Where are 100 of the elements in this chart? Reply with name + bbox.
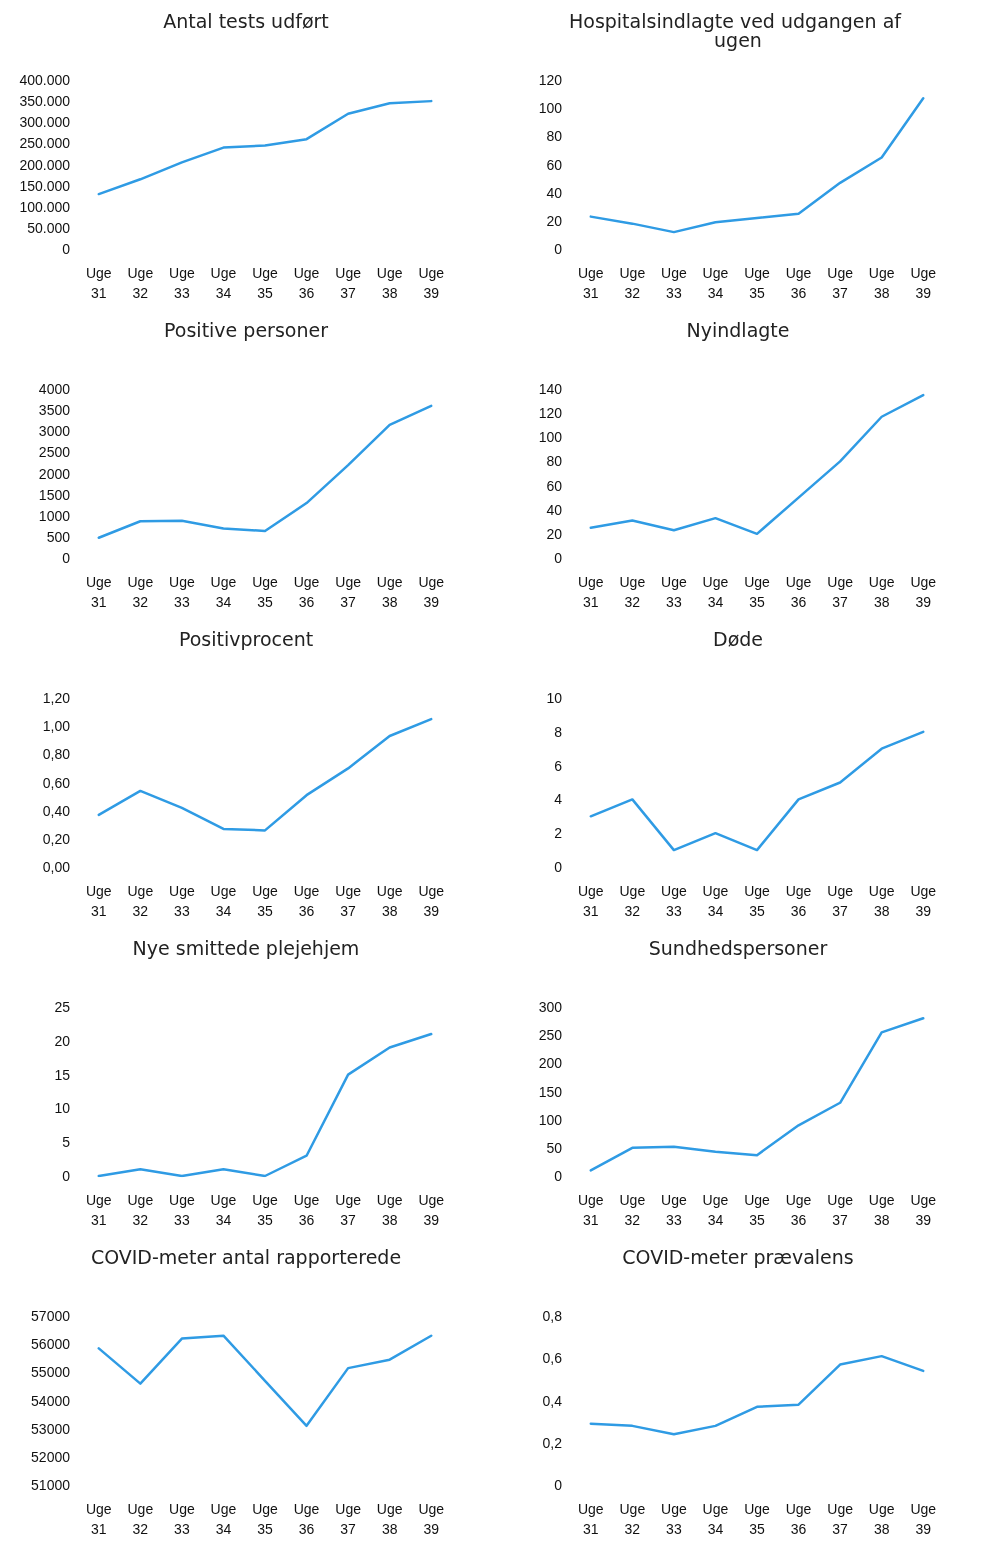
x-tick-label: Uge 33 — [661, 265, 687, 301]
line-series — [97, 404, 433, 539]
x-tick-label: Uge 31 — [85, 265, 112, 301]
x-tick-label: Uge 33 — [169, 883, 195, 919]
x-tick-label: Uge 33 — [661, 1501, 687, 1537]
x-tick-label: Uge 36 — [293, 1192, 320, 1228]
x-tick-label: Uge 37 — [335, 1192, 362, 1228]
x-tick-label: Uge 36 — [293, 883, 320, 919]
y-tick-label: 0 — [62, 550, 71, 566]
y-tick-label: 250 — [538, 1027, 563, 1044]
y-tick-label: 54000 — [31, 1392, 71, 1409]
x-tick-label: Uge 39 — [910, 574, 937, 610]
y-tick-label: 80 — [546, 453, 563, 470]
y-tick-label: 25 — [54, 999, 71, 1015]
x-tick-label: Uge 31 — [85, 574, 112, 610]
y-tick-label: 10 — [546, 690, 563, 706]
x-tick-label: Uge 39 — [418, 883, 445, 919]
x-tick-label: Uge 34 — [210, 883, 237, 919]
x-tick-label: Uge 33 — [169, 265, 195, 301]
y-tick-label: 0 — [554, 1477, 563, 1493]
x-tick-label: Uge 37 — [827, 883, 854, 919]
y-tick-label: 6 — [554, 757, 563, 774]
x-tick-label: Uge 32 — [619, 1192, 646, 1228]
x-tick-label: Uge 38 — [868, 574, 895, 610]
chart-title: Nyindlagte — [686, 318, 790, 341]
x-tick-label: Uge 31 — [577, 265, 604, 301]
y-tick-label: 52000 — [31, 1448, 71, 1465]
x-tick-label: Uge 37 — [335, 265, 362, 301]
line-series — [97, 717, 433, 832]
line-series — [97, 99, 433, 196]
x-tick-label: Uge 34 — [702, 883, 729, 919]
x-tick-label: Uge 32 — [619, 883, 646, 919]
y-tick-label: 100.000 — [19, 198, 71, 215]
y-tick-label: 0,2 — [542, 1434, 563, 1451]
x-tick-label: Uge 34 — [210, 265, 237, 301]
y-tick-label: 57000 — [31, 1308, 71, 1324]
line-series — [589, 1354, 925, 1436]
x-tick-label: Uge 33 — [661, 574, 687, 610]
y-tick-label: 4 — [554, 791, 563, 808]
x-tick-label: Uge 35 — [744, 574, 771, 610]
chart-title: Positivprocent — [178, 627, 314, 650]
y-tick-label: 0 — [62, 241, 71, 257]
y-tick-label: 0,60 — [42, 774, 71, 791]
x-tick-label: Uge 39 — [910, 1192, 937, 1228]
chart-title: Hospitalsindlagte ved udgangen af ugen — [568, 9, 908, 51]
x-tick-label: Uge 35 — [252, 1192, 279, 1228]
y-tick-label: 350.000 — [19, 93, 71, 110]
x-tick-label: Uge 37 — [335, 574, 362, 610]
x-tick-label: Uge 39 — [418, 1192, 445, 1228]
y-tick-label: 100 — [538, 429, 563, 446]
line-series — [97, 1032, 433, 1178]
x-tick-label: Uge 34 — [702, 1192, 729, 1228]
y-tick-label: 3000 — [38, 423, 71, 440]
y-tick-label: 3500 — [38, 402, 71, 419]
x-tick-label: Uge 39 — [910, 265, 937, 301]
chart-title: Døde — [712, 627, 764, 650]
y-tick-label: 0 — [554, 1168, 563, 1184]
x-tick-label: Uge 33 — [169, 1192, 195, 1228]
y-tick-label: 1000 — [38, 507, 71, 524]
y-tick-label: 20 — [546, 212, 563, 229]
x-tick-label: Uge 36 — [785, 574, 812, 610]
chart-title: Positive personer — [164, 318, 329, 341]
x-tick-label: Uge 31 — [85, 883, 112, 919]
y-tick-label: 200.000 — [19, 156, 71, 173]
y-tick-label: 500 — [46, 528, 71, 545]
y-tick-label: 150.000 — [19, 177, 71, 194]
x-tick-label: Uge 33 — [169, 574, 195, 610]
x-tick-label: Uge 35 — [252, 574, 279, 610]
x-tick-label: Uge 34 — [702, 574, 729, 610]
x-tick-label: Uge 36 — [785, 883, 812, 919]
y-tick-label: 20 — [54, 1032, 71, 1049]
x-tick-label: Uge 36 — [785, 1501, 812, 1537]
line-series — [97, 1334, 433, 1428]
y-tick-label: 0 — [62, 1168, 71, 1184]
x-tick-label: Uge 31 — [577, 574, 604, 610]
x-tick-label: Uge 32 — [619, 574, 646, 610]
y-tick-label: 60 — [546, 156, 563, 173]
chart-title: COVID-meter antal rapporterede — [90, 1245, 402, 1268]
x-tick-label: Uge 38 — [376, 265, 403, 301]
chart-title: Antal tests udført — [163, 9, 329, 32]
y-tick-label: 15 — [54, 1066, 71, 1083]
y-tick-label: 2 — [554, 825, 563, 842]
x-tick-label: Uge 32 — [127, 265, 154, 301]
y-tick-label: 8 — [554, 723, 563, 740]
y-tick-label: 2500 — [38, 444, 71, 461]
x-tick-label: Uge 36 — [785, 265, 812, 301]
x-tick-label: Uge 35 — [252, 1501, 279, 1537]
x-tick-label: Uge 38 — [868, 265, 895, 301]
y-tick-label: 2000 — [38, 465, 71, 482]
x-tick-label: Uge 33 — [661, 1192, 687, 1228]
x-tick-label: Uge 38 — [376, 883, 403, 919]
x-tick-label: Uge 35 — [744, 883, 771, 919]
y-tick-label: 100 — [538, 100, 563, 117]
y-tick-label: 1,00 — [42, 718, 71, 735]
y-tick-label: 1,20 — [42, 690, 71, 706]
y-tick-label: 51000 — [31, 1477, 71, 1493]
y-tick-label: 20 — [546, 525, 563, 542]
x-tick-label: Uge 31 — [577, 1501, 604, 1537]
x-tick-label: Uge 36 — [785, 1192, 812, 1228]
line-series — [589, 393, 925, 536]
